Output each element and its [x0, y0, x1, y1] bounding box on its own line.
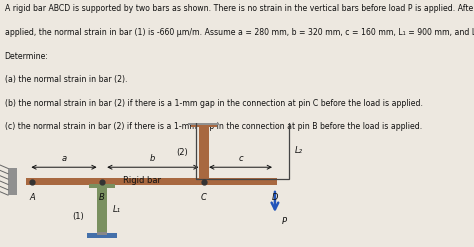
FancyBboxPatch shape	[26, 178, 277, 185]
Text: Rigid bar: Rigid bar	[123, 176, 161, 185]
Text: L₂: L₂	[295, 145, 303, 155]
Text: (2): (2)	[177, 148, 188, 157]
Text: (b) the normal strain in bar (2) if there is a 1-mm gap in the connection at pin: (b) the normal strain in bar (2) if ther…	[5, 99, 423, 108]
FancyBboxPatch shape	[191, 124, 217, 127]
FancyBboxPatch shape	[199, 127, 209, 178]
FancyBboxPatch shape	[97, 232, 107, 235]
FancyBboxPatch shape	[97, 185, 107, 233]
Text: A: A	[29, 193, 35, 202]
FancyBboxPatch shape	[188, 121, 219, 125]
Text: L₁: L₁	[112, 205, 120, 214]
FancyBboxPatch shape	[8, 168, 17, 195]
Text: Determine:: Determine:	[5, 52, 49, 61]
Text: B: B	[99, 193, 105, 202]
Text: c: c	[238, 154, 243, 163]
Text: (a) the normal strain in bar (2).: (a) the normal strain in bar (2).	[5, 75, 127, 84]
FancyBboxPatch shape	[86, 233, 118, 238]
Text: A rigid bar ABCD is supported by two bars as shown. There is no strain in the ve: A rigid bar ABCD is supported by two bar…	[5, 4, 474, 13]
Text: (c) the normal strain in bar (2) if there is a 1-mm gap in the connection at pin: (c) the normal strain in bar (2) if ther…	[5, 123, 422, 131]
Text: D: D	[272, 193, 278, 202]
Text: (1): (1)	[73, 212, 84, 221]
FancyBboxPatch shape	[89, 184, 115, 188]
Text: a: a	[62, 154, 66, 163]
Text: P: P	[282, 217, 287, 226]
Text: b: b	[150, 154, 155, 163]
Text: applied, the normal strain in bar (1) is -660 μm/m. Assume a = 280 mm, b = 320 m: applied, the normal strain in bar (1) is…	[5, 28, 474, 37]
Text: C: C	[201, 193, 207, 202]
